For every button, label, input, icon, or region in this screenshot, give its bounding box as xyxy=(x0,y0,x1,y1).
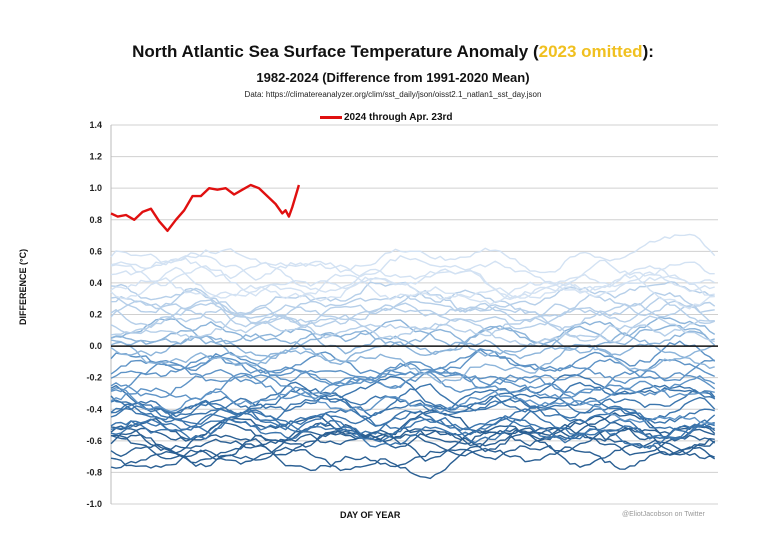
year-series-line xyxy=(110,321,716,356)
year-series-line xyxy=(110,309,715,347)
year-series-line xyxy=(110,264,715,300)
y-tick-label: -0.8 xyxy=(86,467,102,477)
chart-title: North Atlantic Sea Surface Temperature A… xyxy=(132,42,654,61)
y-tick-label: 1.2 xyxy=(89,152,102,162)
year-series-line xyxy=(110,359,715,402)
y-tick-label: 0.4 xyxy=(89,278,102,288)
year-series-line xyxy=(110,265,716,302)
year-series-line xyxy=(110,415,716,456)
year-series-line xyxy=(110,306,715,342)
y-tick-label: 0.2 xyxy=(89,310,102,320)
chart-title-highlight: 2023 omitted xyxy=(538,42,643,61)
year-series-line xyxy=(110,392,716,423)
year-series-line xyxy=(110,418,716,465)
chart-source: Data: https://climatereanalyzer.org/clim… xyxy=(244,90,542,99)
y-tick-label: 0.0 xyxy=(89,341,102,351)
y-tick-label: -0.4 xyxy=(86,404,102,414)
y-tick-label: -1.0 xyxy=(86,499,102,509)
year-series-line xyxy=(110,393,715,427)
y-tick-label: 0.6 xyxy=(89,246,102,256)
year-series-line xyxy=(110,375,716,416)
year-series-line xyxy=(110,248,715,285)
year-series-line xyxy=(110,412,715,456)
year-series-line xyxy=(110,273,715,310)
y-tick-label: 1.0 xyxy=(89,183,102,193)
y-tick-label: 1.4 xyxy=(89,120,102,130)
y-tick-label: 0.8 xyxy=(89,215,102,225)
chart-subtitle: 1982-2024 (Difference from 1991-2020 Mea… xyxy=(256,70,530,85)
year-series-line xyxy=(110,446,715,480)
legend-label: 2024 through Apr. 23rd xyxy=(344,112,453,123)
y-axis-label: DIFFERENCE (°C) xyxy=(18,248,28,325)
series-2024-line xyxy=(110,183,301,233)
year-series-line xyxy=(110,257,715,301)
year-series-line xyxy=(110,386,715,425)
year-series-line xyxy=(110,383,716,431)
legend-swatch xyxy=(320,116,342,119)
y-tick-label: -0.2 xyxy=(86,373,102,383)
year-series-line xyxy=(110,400,715,444)
year-series-line xyxy=(110,427,715,468)
year-series-line xyxy=(110,233,716,281)
year-series-line xyxy=(110,413,715,444)
year-series-line xyxy=(110,341,715,384)
year-series-line xyxy=(110,293,715,325)
year-series-line xyxy=(110,440,716,472)
credit: @EliotJacobson on Twitter xyxy=(622,511,705,518)
year-series-line xyxy=(110,360,715,406)
year-series-line xyxy=(110,351,716,399)
y-tick-label: -0.6 xyxy=(86,436,102,446)
x-axis-label: DAY OF YEAR xyxy=(340,510,401,520)
year-series-line xyxy=(110,296,715,330)
legend: 2024 through Apr. 23rd xyxy=(320,112,453,123)
year-series-line xyxy=(110,318,715,359)
